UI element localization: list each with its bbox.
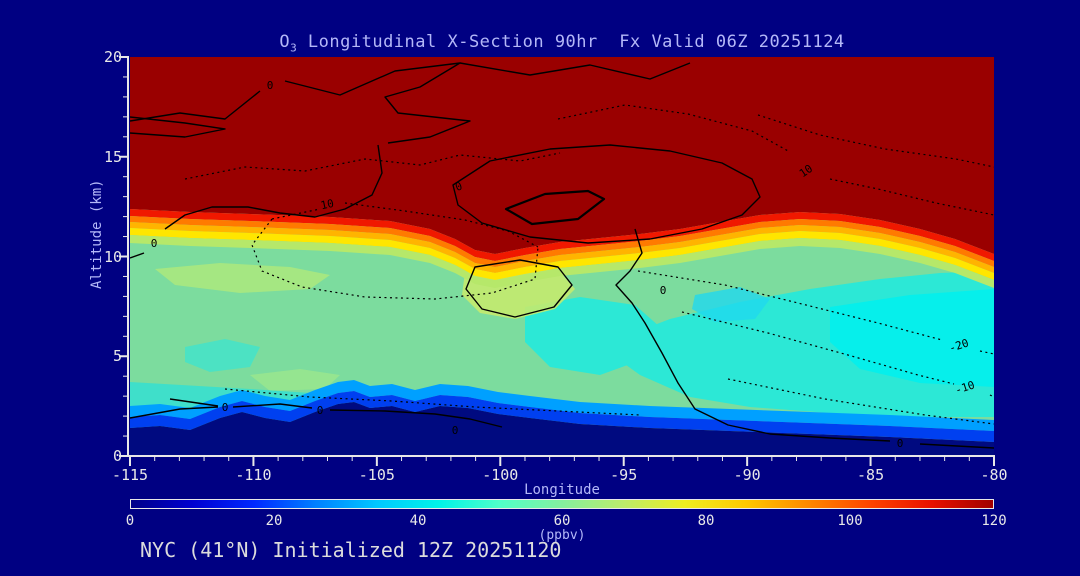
stratosphere-dark-red-fill xyxy=(130,57,994,254)
cyan-pocket xyxy=(525,297,660,375)
contour-value-labels: 0 0 0 0 0 0 0 0 10 10 -20 -10 xyxy=(151,79,977,450)
yellow-green-patch xyxy=(250,369,340,391)
solid-contour xyxy=(130,252,145,259)
x-tick-label: -100 xyxy=(482,466,519,484)
boundary-layer-blue-band xyxy=(130,391,994,442)
stratosphere-transition-bands xyxy=(130,57,994,288)
colorbar xyxy=(130,499,994,509)
x-tick-label: -110 xyxy=(235,466,272,484)
chart-title-subscript: 3 xyxy=(290,41,298,55)
contour-lines xyxy=(130,62,994,449)
x-tick-label: -115 xyxy=(111,466,149,484)
surface-terrain-silhouette xyxy=(130,402,994,456)
contour-value-label: 0 xyxy=(267,79,274,92)
main-plot: 0 0 0 0 0 0 0 0 10 10 -20 -10 xyxy=(130,57,994,456)
cyan-pocket xyxy=(692,287,770,322)
dotted-contour xyxy=(681,311,955,385)
solid-contour-loop xyxy=(452,144,761,244)
x-tick-label: -85 xyxy=(857,466,885,484)
x-tick-label: -90 xyxy=(733,466,761,484)
solid-contour xyxy=(284,62,471,144)
contour-value-label: 0 xyxy=(660,284,667,297)
dotted-contour xyxy=(979,350,994,355)
cyan-pocket xyxy=(185,339,260,372)
contour-value-label: 10 xyxy=(797,162,815,180)
solid-contour-inner-loop xyxy=(504,189,606,226)
colorbar-tick-label: 20 xyxy=(265,513,283,529)
tropopause-transition-band xyxy=(130,216,994,267)
y-axis xyxy=(119,56,129,457)
x-tick-label: -95 xyxy=(610,466,638,484)
colorbar-tick-label: 120 xyxy=(981,513,1007,529)
colorbar-tick-label: 100 xyxy=(837,513,863,529)
solid-contour xyxy=(164,144,383,230)
x-axis xyxy=(129,455,995,466)
contour-value-label: 0 xyxy=(222,401,229,414)
contour-value-label: 0 xyxy=(452,424,459,437)
dotted-contour xyxy=(727,378,994,425)
dotted-contours xyxy=(184,104,994,425)
solid-contour xyxy=(615,228,891,442)
solid-contour xyxy=(130,90,261,122)
contour-value-label: 0 xyxy=(453,179,464,193)
dotted-contour xyxy=(251,218,539,300)
x-tick-label: -105 xyxy=(358,466,395,484)
colorbar-tick-label: 60 xyxy=(553,513,571,529)
dotted-contour xyxy=(184,152,561,180)
chart-title: O3 Longitudinal X-Section 90hr Fx Valid … xyxy=(130,32,994,54)
solid-contour-loop xyxy=(465,259,573,318)
solid-contour xyxy=(459,62,691,80)
boundary-layer-blue-band xyxy=(130,380,994,431)
contour-value-label: -20 xyxy=(947,336,970,355)
contour-plot-svg: 0 0 0 0 0 0 0 0 10 10 -20 -10 xyxy=(130,57,994,456)
solid-contour xyxy=(130,116,226,138)
dotted-contour xyxy=(344,202,539,248)
y-tick-label: 15 xyxy=(103,147,122,166)
tropopause-transition-band xyxy=(130,228,994,280)
yellow-green-patch xyxy=(155,263,330,293)
tropopause-transition-band xyxy=(130,235,994,288)
colorbar-tick-label: 40 xyxy=(409,513,427,529)
contour-value-label: 0 xyxy=(897,437,904,450)
solid-contour xyxy=(130,406,219,419)
colorbar-tick-label: 0 xyxy=(125,513,135,529)
dotted-contour xyxy=(557,104,791,153)
y-tick-label: 5 xyxy=(112,347,122,366)
contour-value-label: 0 xyxy=(151,237,158,250)
footer-run-info: NYC (41°N) Initialized 12Z 20251120 xyxy=(140,538,562,562)
colorbar-units-label: (ppbv) xyxy=(538,528,586,543)
solid-contour xyxy=(232,403,313,409)
dotted-contour xyxy=(224,388,641,416)
dotted-contour xyxy=(757,114,994,168)
solid-contour xyxy=(169,398,219,407)
chart-title-rest: Longitudinal X-Section 90hr Fx Valid 06Z… xyxy=(297,32,845,52)
bright-cyan-region xyxy=(830,289,994,387)
colorbar-tick-label: 80 xyxy=(697,513,715,529)
solid-contour xyxy=(329,409,503,428)
x-tick-label: -80 xyxy=(980,466,1008,484)
y-tick-label: 10 xyxy=(103,247,122,266)
chart-title-prefix: O xyxy=(279,32,291,52)
y-tick-label: 0 xyxy=(112,447,122,465)
tropopause-transition-band xyxy=(130,209,994,261)
contour-value-label: 0 xyxy=(317,404,324,417)
contour-value-label: 10 xyxy=(319,197,335,212)
x-axis-label: Longitude xyxy=(524,482,600,498)
contour-value-label: -10 xyxy=(953,378,976,397)
y-tick-label: 20 xyxy=(103,48,122,66)
surface-terrain-layers xyxy=(130,380,994,456)
dotted-contour xyxy=(989,394,994,398)
solid-contour xyxy=(919,443,994,449)
dotted-contour xyxy=(829,178,994,216)
tropopause-transition-band xyxy=(130,222,994,273)
